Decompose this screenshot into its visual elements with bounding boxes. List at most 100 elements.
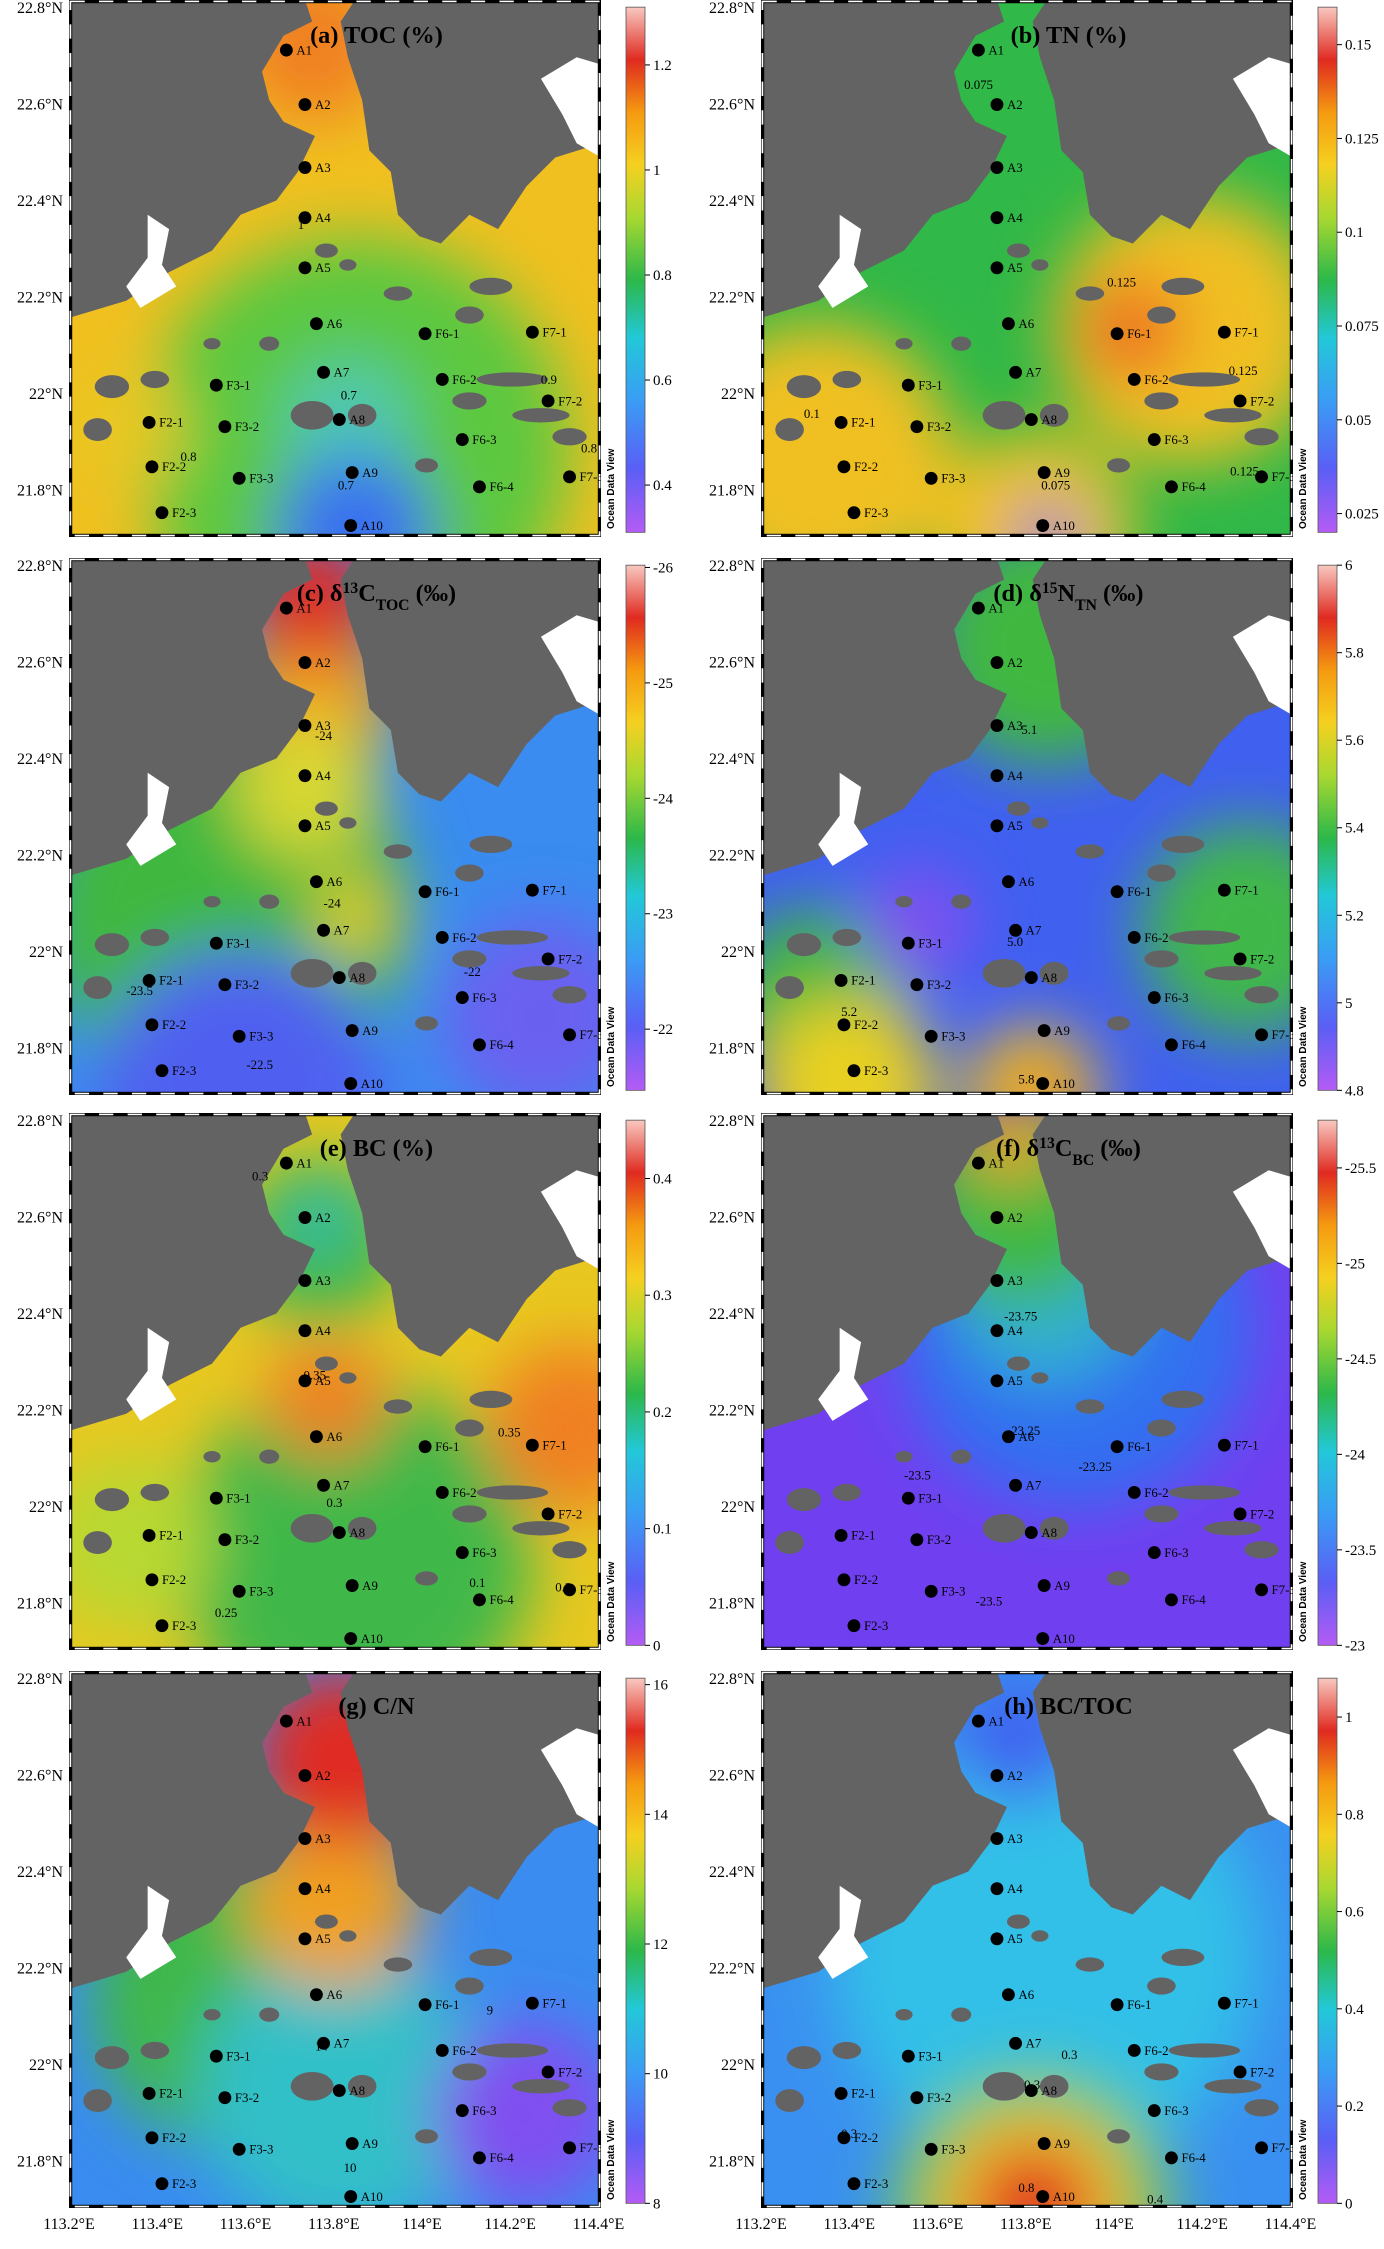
colorbar-tick-label: 0.025 [1345,507,1379,523]
station-label: A3 [315,719,331,733]
field-patch [176,1377,534,1650]
station [298,1932,312,1946]
contour-label: 0.075 [1041,479,1070,493]
colorbar-tick-label: 6 [1345,558,1353,574]
colorbar-tick-label: 1 [653,163,661,179]
station [298,1769,312,1782]
colorbar [1317,6,1338,533]
field-patch [317,878,393,954]
station [1001,317,1015,331]
contour-label: -24 [315,729,333,743]
station-label: F2-2 [854,460,878,474]
contour-label: 0.1 [469,1576,485,1590]
station-label: F6-4 [489,2151,514,2165]
station-label: F3-3 [941,2143,965,2157]
station [1165,1593,1178,1607]
title-part: (c) δ [297,580,343,607]
colorbar-tick-label: 0.075 [1345,319,1379,335]
colorbar-tick-label: -23.5 [1345,1543,1376,1559]
latitude-label: 22.4°N [17,1864,63,1881]
station-label: F6-1 [1127,1998,1151,2012]
station-label: F7-2 [558,1507,582,1521]
colorbar-tick-label: 1.2 [653,58,672,74]
colorbar [625,6,646,533]
station-label: F6-4 [1181,1038,1206,1052]
colorbar-tick-label: 5.4 [1345,821,1364,837]
station [218,420,232,434]
station [563,1583,576,1597]
map: -23.75 -23.25 -23.5 -23.25 -23.5 A1 A2 A3 A4 A5 A6… [761,1113,1293,1650]
station [990,1211,1004,1224]
latitude-label: 21.8°N [709,1040,755,1057]
river-mask [818,772,869,866]
island [290,958,334,988]
station-label: A5 [315,1932,331,1946]
colorbar [625,1677,646,2204]
station-label: F2-1 [851,2087,875,2101]
island [83,1531,112,1555]
colorbar-tick-label: 0.8 [653,268,672,284]
colorbar-tick-label: 0.4 [1345,2002,1364,2018]
colorbar-tick-label: -23 [653,907,673,923]
station [1024,1526,1038,1540]
station-label: F6-2 [452,373,476,387]
island [968,711,983,735]
island [895,2008,913,2021]
frame-dash [69,1671,601,2208]
island [1204,2079,1262,2094]
field-patch [283,358,413,487]
island [140,370,170,389]
island [1107,458,1130,473]
island [94,375,130,399]
island [775,976,804,1000]
colorbar-tick-label: -24 [653,791,673,807]
island [476,372,549,387]
station [1037,1024,1051,1038]
station [298,1374,312,1388]
station [990,1882,1004,1896]
island [259,1449,280,1464]
watermark: Ocean Data View [606,2119,617,2200]
station-label: A4 [1007,1882,1023,1896]
station [298,1211,312,1224]
station-label: F7-1 [1234,884,1258,898]
station [155,1619,169,1633]
island [1147,864,1176,882]
land-mask [540,615,601,716]
station [1110,1440,1124,1454]
station-label: A3 [315,1832,331,1846]
station-label: F2-2 [162,1573,186,1587]
station-label: A4 [1007,769,1023,783]
station [541,394,555,408]
title-part: (a) TOC (%) [310,22,443,49]
station-label: F2-2 [162,2131,186,2145]
station-label: F3-2 [927,420,951,434]
station-label: F3-3 [249,1030,273,1044]
colorbar [625,564,646,1091]
island [1144,392,1179,410]
island [452,1505,487,1523]
field-patch [69,1456,212,1629]
station [990,1769,1004,1782]
station-label: F6-1 [1127,327,1151,341]
station [1147,2104,1161,2118]
station [971,43,985,57]
island [552,2099,587,2117]
station [1024,971,1038,985]
island [452,2063,487,2081]
station [332,971,346,985]
station-label: A7 [1026,924,1042,938]
island [512,1521,570,1536]
station-label: A3 [1007,719,1023,733]
island [1039,2074,1069,2098]
contour-label: -23.75 [1004,1310,1037,1324]
island [476,930,549,945]
island [452,392,487,410]
contour-label: -22 [464,965,481,979]
station [298,211,312,225]
station [1233,2065,1247,2079]
title-part: (g) C/N [338,1693,415,1720]
panel-title: (f) δ13CBC (‰) [996,1134,1141,1168]
station-label: F6-4 [489,1593,514,1607]
station-label: F3-1 [918,1491,942,1505]
